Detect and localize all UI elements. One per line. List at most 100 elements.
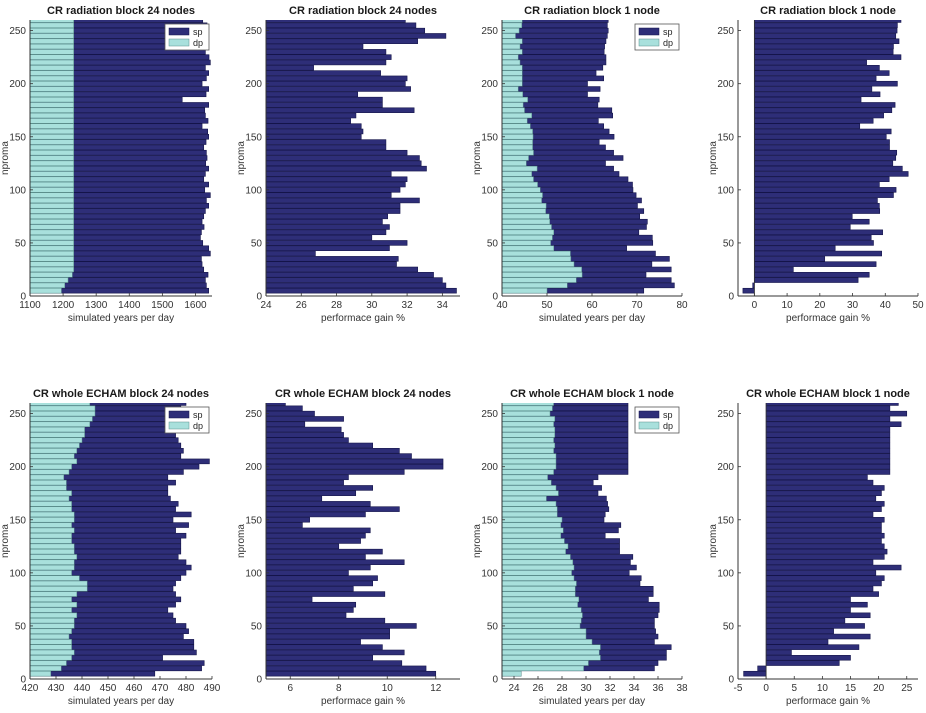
x-tick-label: 40 [496, 300, 508, 311]
gain-bar [754, 112, 884, 119]
gain-bar [266, 33, 447, 39]
x-tick-label: 24 [508, 683, 520, 694]
y-tick-label: 0 [20, 292, 26, 303]
dp-bar [30, 245, 74, 251]
gain-bar [266, 59, 387, 66]
legend-swatch-dp [168, 421, 190, 430]
y-tick-label: 100 [481, 568, 498, 579]
sp-bar [30, 213, 205, 220]
chart-title: CR radiation block 24 nodes [47, 5, 195, 17]
sp-bar [30, 570, 187, 576]
dp-bar [30, 224, 74, 230]
dp-bar [502, 665, 584, 672]
gain-bar [266, 70, 381, 76]
gain-bar [765, 617, 846, 624]
gain-bar [266, 538, 361, 544]
sp-bar [502, 49, 605, 55]
gain-bar [266, 139, 387, 145]
sp-bar [30, 474, 169, 481]
x-tick-label: 10 [782, 300, 794, 311]
gain-bar [266, 282, 447, 289]
gain-bar [754, 266, 794, 273]
sp-bar [502, 250, 656, 257]
gain-bar [765, 591, 879, 597]
sp-bar [30, 506, 176, 512]
gain-bar [266, 224, 390, 230]
dp-bar [30, 655, 72, 661]
sp-bar [502, 91, 588, 98]
sp-bar [502, 54, 607, 60]
legend-swatch-dp [638, 421, 660, 430]
gain-bar [754, 144, 890, 151]
chart-title: CR whole ECHAM block 24 nodes [33, 388, 209, 400]
gain-bar [266, 102, 383, 108]
gain-bar [765, 458, 891, 465]
dp-bar [30, 208, 74, 214]
gain-bar [765, 538, 882, 544]
sp-bar [502, 410, 629, 417]
dp-bar [30, 426, 85, 433]
sp-bar [30, 218, 203, 225]
gain-bar [266, 660, 403, 666]
dp-bar [502, 128, 533, 135]
x-tick-label: 10 [817, 683, 829, 694]
dp-bar [502, 123, 531, 129]
sp-bar [30, 192, 211, 198]
sp-bar [502, 245, 627, 251]
legend-label-sp: sp [663, 27, 673, 37]
sp-bar [502, 43, 605, 50]
bars-group [502, 403, 672, 677]
sp-bar [502, 277, 672, 283]
y-tick-label: 200 [9, 462, 26, 473]
gain-bar [765, 660, 840, 666]
dp-bar [502, 506, 558, 512]
gain-bar [754, 43, 894, 50]
gain-bar [754, 224, 851, 230]
dp-bar [30, 20, 74, 23]
dp-bar [30, 416, 93, 422]
dp-bar [30, 70, 74, 76]
dp-bar [502, 139, 533, 145]
gain-bar [266, 506, 400, 512]
gain-bar [754, 171, 909, 177]
y-tick-label: 100 [9, 185, 26, 196]
dp-bar [502, 261, 575, 267]
x-tick-label: 25 [901, 683, 913, 694]
dp-bar [502, 288, 548, 294]
gain-bar [266, 144, 387, 151]
legend-swatch-dp [638, 38, 660, 47]
gain-bar [266, 495, 323, 502]
gain-bar [754, 96, 862, 103]
dp-bar [30, 628, 72, 634]
y-tick-label: 0 [492, 292, 498, 303]
sp-bar [30, 107, 206, 113]
sp-bar [502, 165, 614, 172]
gain-bar [754, 208, 881, 214]
dp-bar [30, 139, 74, 145]
sp-bar [30, 91, 207, 98]
sp-bar [30, 554, 179, 560]
x-tick-label: 12 [430, 683, 442, 694]
x-tick-label: 480 [178, 683, 195, 694]
gain-bar [754, 139, 890, 145]
gain-bar [765, 490, 882, 496]
dp-bar [502, 43, 521, 50]
sp-bar [30, 655, 163, 661]
dp-bar [502, 490, 559, 496]
sp-bar [30, 54, 210, 60]
x-tick-label: 38 [676, 683, 688, 694]
dp-bar [502, 612, 583, 618]
dp-bar [502, 501, 557, 507]
sp-bar [502, 416, 629, 422]
y-axis-label: nproma [472, 524, 483, 558]
dp-bar [502, 617, 582, 624]
sp-bar [502, 522, 622, 528]
sp-bar [30, 548, 182, 555]
y-axis-label: nproma [708, 524, 719, 558]
dp-bar [502, 213, 550, 220]
y-tick-label: 100 [245, 185, 262, 196]
dp-bar [30, 405, 96, 411]
bars-group [266, 403, 444, 677]
gain-bar [266, 532, 366, 539]
x-tick-label: 34 [437, 300, 449, 311]
